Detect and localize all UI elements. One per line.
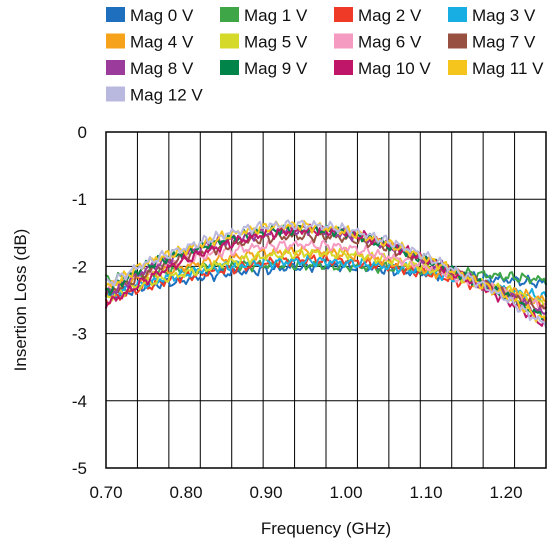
legend-swatch — [448, 7, 467, 22]
y-tick-label: -2 — [72, 257, 87, 276]
legend: Mag 0 V Mag 1 V Mag 2 V Mag 3 V Mag 4 V Mag 5… — [106, 6, 544, 105]
x-axis-ticks: 0.70 0.80 0.90 1.00 1.10 1.20 — [89, 483, 522, 502]
legend-label: Mag 0 V — [130, 6, 194, 25]
legend-swatch — [106, 7, 125, 22]
legend-label: Mag 3 V — [472, 6, 536, 25]
legend-swatch — [334, 60, 353, 75]
x-tick-label: 0.90 — [249, 483, 282, 502]
legend-item: Mag 7 V — [448, 33, 536, 52]
series-group — [105, 219, 547, 329]
legend-swatch — [448, 60, 467, 75]
y-tick-label: -4 — [72, 392, 87, 411]
legend-label: Mag 10 V — [358, 59, 431, 78]
legend-item: Mag 6 V — [334, 33, 422, 52]
legend-swatch — [220, 60, 239, 75]
legend-item: Mag 0 V — [106, 6, 194, 25]
series-line-12 — [105, 219, 547, 329]
legend-item: Mag 10 V — [334, 59, 431, 78]
legend-swatch — [106, 60, 125, 75]
legend-item: Mag 9 V — [220, 59, 308, 78]
legend-label: Mag 12 V — [130, 86, 203, 105]
legend-label: Mag 8 V — [130, 59, 194, 78]
legend-item: Mag 11 V — [448, 59, 544, 78]
x-tick-label: 1.20 — [489, 483, 522, 502]
legend-swatch — [448, 33, 467, 49]
legend-label: Mag 5 V — [244, 33, 308, 52]
legend-label: Mag 2 V — [358, 6, 422, 25]
x-tick-label: 0.70 — [89, 483, 122, 502]
legend-label: Mag 6 V — [358, 33, 422, 52]
y-tick-label: -1 — [72, 190, 87, 209]
legend-label: Mag 4 V — [130, 33, 194, 52]
legend-label: Mag 7 V — [472, 33, 536, 52]
plot-area — [105, 131, 547, 469]
legend-swatch — [334, 7, 353, 22]
legend-swatch — [106, 86, 125, 102]
legend-label: Mag 9 V — [244, 59, 308, 78]
y-axis-ticks: 0 -1 -2 -3 -4 -5 — [72, 123, 87, 478]
x-tick-label: 1.00 — [329, 483, 362, 502]
legend-label: Mag 11 V — [472, 59, 544, 78]
legend-item: Mag 12 V — [106, 86, 203, 105]
legend-label: Mag 1 V — [244, 6, 308, 25]
legend-item: Mag 3 V — [448, 6, 536, 25]
plot-frame — [105, 131, 547, 469]
legend-swatch — [334, 33, 353, 49]
legend-swatch — [106, 33, 125, 49]
legend-swatch — [220, 33, 239, 49]
y-tick-label: -3 — [72, 325, 87, 344]
legend-swatch — [220, 7, 239, 22]
y-tick-label: 0 — [78, 123, 87, 142]
x-tick-label: 1.10 — [409, 483, 442, 502]
legend-item: Mag 1 V — [220, 6, 308, 25]
legend-item: Mag 2 V — [334, 6, 422, 25]
legend-item: Mag 8 V — [106, 59, 194, 78]
legend-item: Mag 5 V — [220, 33, 308, 52]
x-axis-title: Frequency (GHz) — [261, 519, 391, 538]
x-tick-label: 0.80 — [169, 483, 202, 502]
y-tick-label: -5 — [72, 459, 87, 478]
y-axis-title: Insertion Loss (dB) — [11, 229, 30, 372]
legend-item: Mag 4 V — [106, 33, 194, 52]
